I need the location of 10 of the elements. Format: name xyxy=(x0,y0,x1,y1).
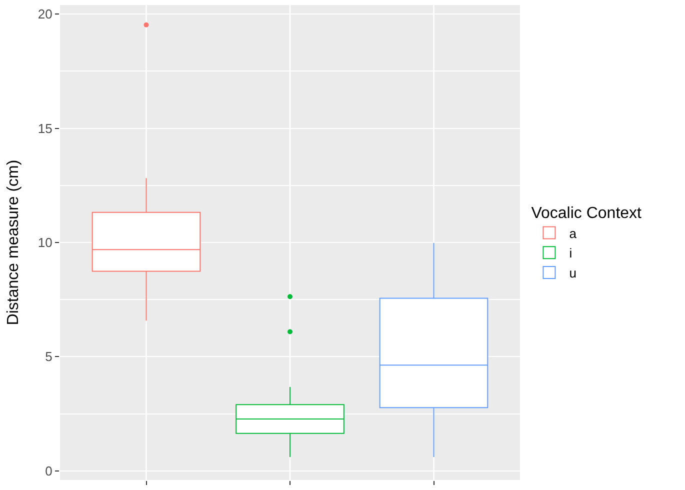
y-tick-label: 20 xyxy=(38,6,52,22)
legend-label: u xyxy=(569,266,576,281)
y-tick-label: 0 xyxy=(45,463,52,478)
y-tick-label: 15 xyxy=(38,120,52,136)
legend-title: Vocalic Context xyxy=(531,204,642,222)
legend-label: a xyxy=(569,226,578,241)
y-tick-label: 10 xyxy=(38,235,52,250)
y-axis-title: Distance measure (cm) xyxy=(4,160,22,326)
y-tick-label: 5 xyxy=(45,349,52,364)
legend-label: i xyxy=(569,246,572,261)
